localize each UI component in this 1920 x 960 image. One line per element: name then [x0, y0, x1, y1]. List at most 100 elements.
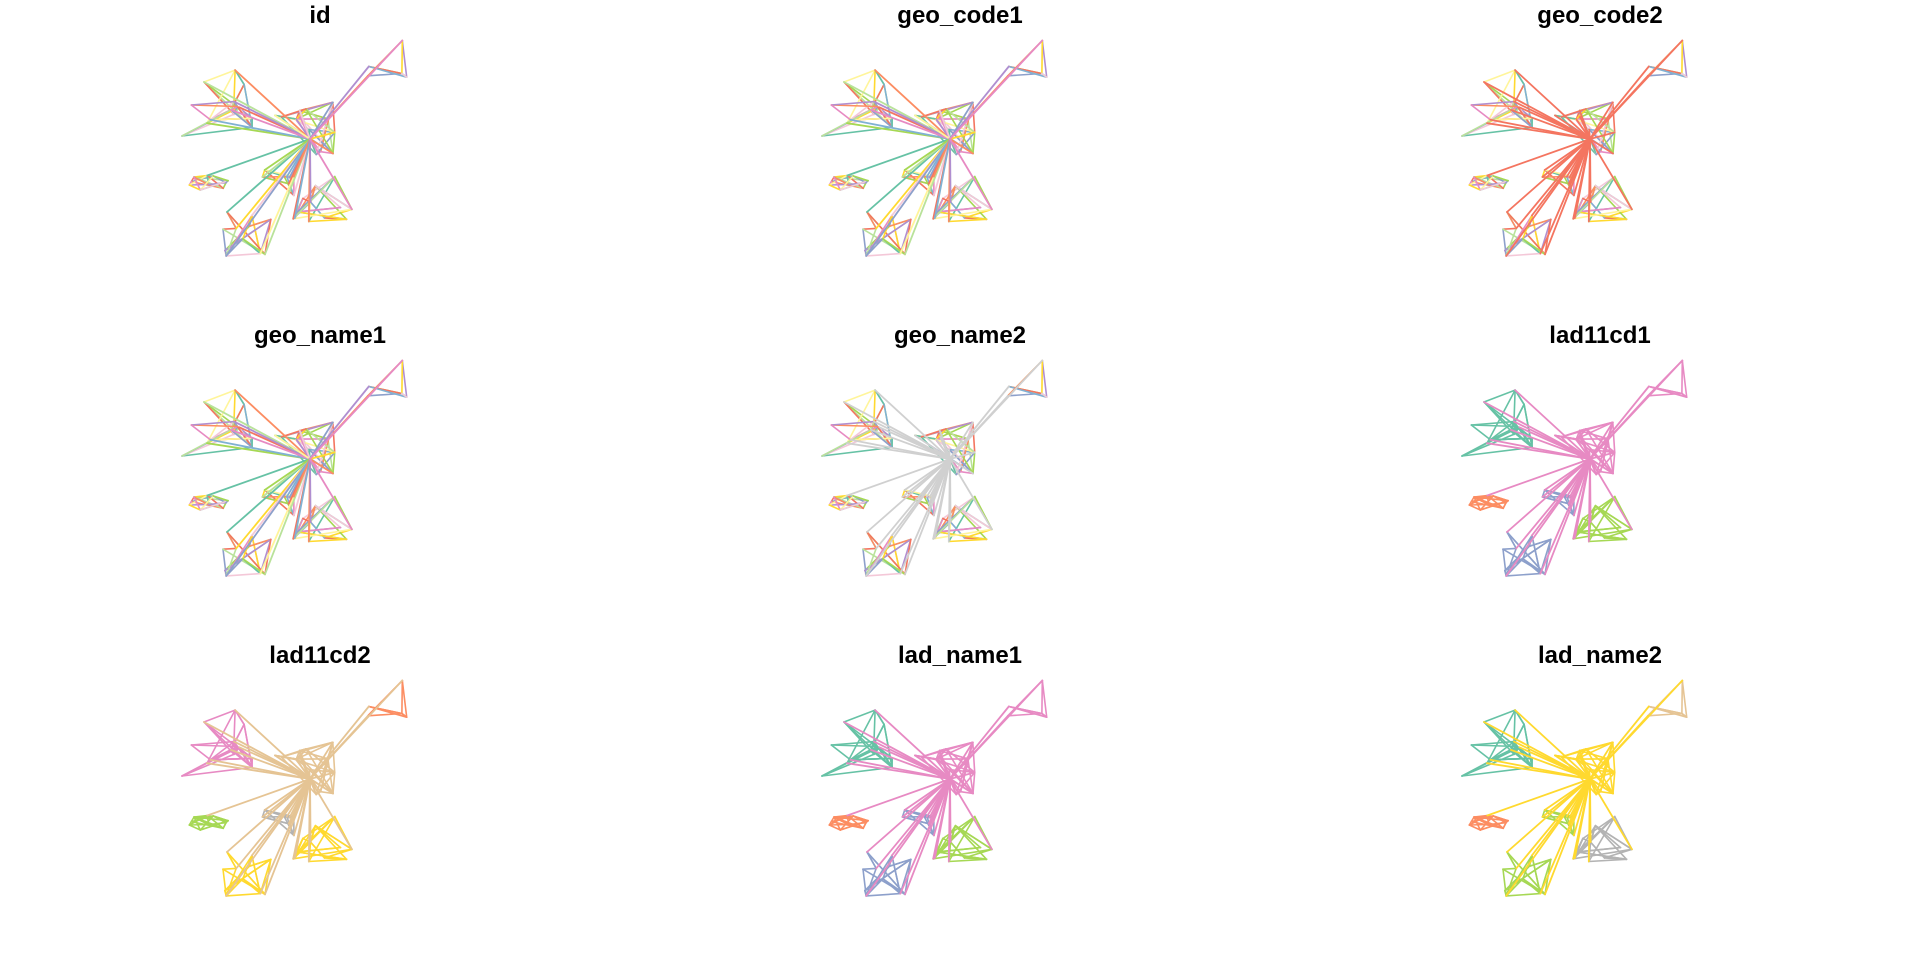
network-edge — [1468, 814, 1489, 826]
network-edge — [332, 451, 336, 475]
network-edge — [948, 768, 976, 774]
network-edge — [309, 138, 334, 155]
network-edge — [1513, 389, 1516, 423]
network-edge — [293, 458, 311, 540]
panel-lad-name1: lad_name1 — [640, 640, 1280, 960]
panel-lad11cd2: lad11cd2 — [0, 640, 640, 960]
network-edge — [839, 815, 855, 831]
network-edge — [206, 174, 224, 190]
network-edge — [1576, 211, 1628, 221]
network-edge — [846, 69, 876, 124]
network-edge — [865, 252, 902, 257]
network-edge — [327, 758, 334, 795]
network-edge — [1578, 429, 1591, 460]
network-edge — [1681, 72, 1688, 79]
network-edge — [955, 771, 976, 796]
network-edge — [199, 495, 215, 511]
network-edge — [209, 438, 311, 460]
network-edge — [862, 181, 867, 190]
network-edge — [1589, 778, 1592, 844]
network-edge — [1589, 679, 1684, 780]
network-edge — [914, 434, 951, 460]
network-edge — [209, 740, 235, 761]
network-edge — [1612, 131, 1616, 155]
network-edge — [1585, 428, 1614, 475]
network-edge — [292, 495, 336, 540]
network-edge — [292, 458, 311, 498]
network-edge — [932, 778, 951, 818]
network-edge — [830, 744, 879, 748]
network-edge — [1528, 858, 1552, 867]
network-edge — [1468, 174, 1489, 186]
network-edge — [222, 227, 237, 230]
network-edge — [936, 846, 982, 853]
network-edge — [866, 851, 906, 896]
network-edge — [401, 679, 408, 719]
network-edge — [846, 138, 951, 177]
network-edge — [1589, 359, 1684, 460]
network-edge — [1595, 741, 1614, 796]
network-edge — [296, 526, 342, 533]
network-edge — [1513, 740, 1591, 780]
network-edge — [188, 174, 209, 186]
network-edge — [188, 184, 202, 191]
network-edge — [1588, 768, 1616, 774]
network-edge — [225, 572, 262, 577]
network-edge — [1612, 741, 1616, 774]
network-edge — [230, 749, 253, 769]
network-edge — [1473, 816, 1482, 831]
network-edge — [1041, 392, 1048, 399]
network-edge — [914, 754, 951, 780]
network-edge — [293, 138, 311, 220]
network-edge — [972, 741, 976, 774]
network-edge — [1588, 538, 1628, 543]
network-edge — [209, 420, 235, 441]
network-edge — [1502, 821, 1507, 830]
network-plot — [181, 39, 408, 257]
network-edge — [1506, 531, 1546, 576]
network-edge — [955, 421, 974, 476]
network-edge — [1510, 429, 1533, 449]
network-edge — [949, 65, 1010, 140]
network-edge — [846, 389, 876, 444]
network-edge — [866, 211, 906, 256]
network-plot — [821, 39, 1048, 257]
network-edge — [967, 758, 974, 795]
network-edge — [948, 128, 976, 134]
network-edge — [193, 176, 202, 191]
network-edge — [199, 499, 229, 511]
network-edge — [1489, 118, 1591, 140]
network-edge — [1514, 69, 1591, 140]
network-edge — [949, 451, 976, 460]
network-edge — [1565, 778, 1591, 818]
network-edge — [190, 104, 212, 121]
network-edge — [1492, 495, 1509, 502]
network-edge — [309, 65, 370, 140]
network-edge — [1576, 846, 1622, 853]
network-edge — [1486, 778, 1591, 817]
network-edge — [1595, 421, 1614, 476]
network-edge — [1572, 778, 1591, 818]
network-edge — [873, 420, 951, 460]
network-edge — [1483, 81, 1515, 116]
network-edge — [1516, 745, 1533, 769]
network-edge — [870, 109, 951, 140]
network-edge — [309, 451, 336, 460]
network-edge — [925, 458, 951, 498]
network-edge — [1572, 138, 1591, 178]
network-edge — [938, 749, 951, 780]
network-edge — [1588, 218, 1628, 223]
network-edge — [865, 138, 951, 257]
network-edge — [190, 100, 235, 106]
network-edge — [1468, 824, 1482, 831]
network-edge — [1479, 175, 1495, 191]
network-edge — [1513, 69, 1516, 103]
network-edge — [327, 438, 334, 475]
network-edge — [948, 218, 988, 223]
panel-title: id — [309, 2, 331, 29]
network-edge — [1502, 228, 1507, 257]
network-edge — [874, 709, 951, 780]
network-edge — [203, 389, 236, 403]
network-edge — [873, 389, 876, 423]
